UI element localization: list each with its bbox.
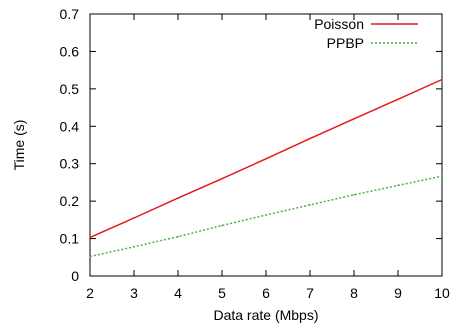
legend-label-poisson: Poisson bbox=[314, 16, 364, 32]
y-tick-label: 0.5 bbox=[60, 81, 80, 97]
data-point-poisson bbox=[177, 197, 179, 199]
y-tick-label: 0.4 bbox=[60, 118, 80, 134]
data-point-poisson bbox=[309, 137, 311, 140]
y-axis-label: Time (s) bbox=[11, 120, 27, 171]
series-line-ppbp bbox=[89, 175, 443, 258]
x-tick-label: 5 bbox=[218, 285, 226, 301]
data-point-ppbp bbox=[133, 246, 135, 248]
x-tick-label: 10 bbox=[434, 285, 450, 301]
data-point-ppbp bbox=[441, 175, 443, 177]
legend: Poisson PPBP bbox=[314, 16, 418, 51]
data-point-ppbp bbox=[221, 224, 223, 227]
data-point-poisson bbox=[353, 118, 355, 120]
data-point-poisson bbox=[133, 217, 135, 219]
data-point-ppbp bbox=[309, 204, 311, 206]
x-tick-label: 8 bbox=[350, 285, 358, 301]
data-series bbox=[89, 78, 443, 258]
x-tick-label: 2 bbox=[86, 285, 94, 301]
y-tick-label: 0 bbox=[71, 268, 79, 284]
data-point-poisson bbox=[265, 158, 267, 160]
data-point-poisson bbox=[397, 98, 399, 101]
x-axis-label: Data rate (Mbps) bbox=[213, 307, 318, 323]
legend-label-ppbp: PPBP bbox=[327, 35, 364, 51]
y-tick-label: 0.7 bbox=[60, 6, 80, 22]
data-point-ppbp bbox=[177, 235, 179, 238]
axis-ticks: 2 3 4 5 6 7 8 9 10 0 0.1 0.2 0.3 0.4 0.5 0.6 0.7 bbox=[60, 6, 450, 301]
x-tick-label: 4 bbox=[174, 285, 182, 301]
x-tick-label: 7 bbox=[306, 285, 314, 301]
data-point-ppbp bbox=[265, 214, 267, 216]
data-point-poisson bbox=[221, 177, 223, 180]
x-tick-label: 9 bbox=[394, 285, 402, 301]
data-point-poisson bbox=[441, 78, 443, 81]
data-point-ppbp bbox=[89, 255, 91, 258]
y-tick-label: 0.2 bbox=[60, 193, 80, 209]
x-tick-label: 6 bbox=[262, 285, 270, 301]
y-tick-label: 0.6 bbox=[60, 43, 80, 59]
plot-frame bbox=[89, 13, 443, 277]
x-tick-label: 3 bbox=[130, 285, 138, 301]
data-point-poisson bbox=[89, 236, 91, 239]
y-tick-label: 0.1 bbox=[60, 231, 80, 247]
y-tick-label: 0.3 bbox=[60, 156, 80, 172]
data-point-ppbp bbox=[353, 193, 355, 196]
data-point-ppbp bbox=[397, 184, 399, 187]
